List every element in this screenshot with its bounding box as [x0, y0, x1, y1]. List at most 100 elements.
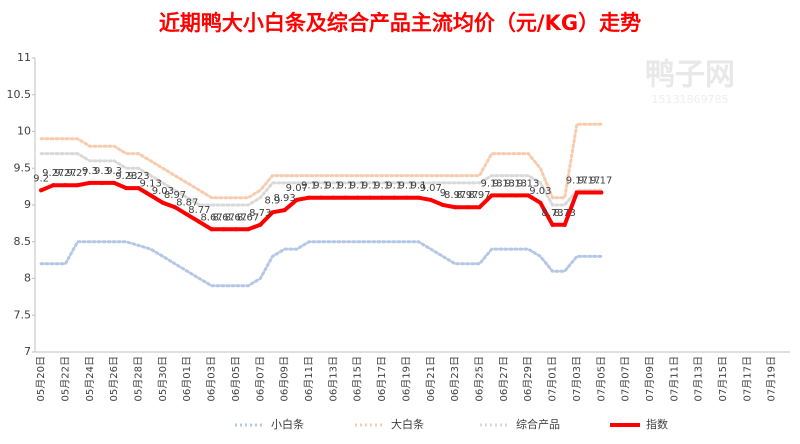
data-label: 8.73	[554, 208, 576, 219]
x-tick-label: 06月19日	[400, 356, 412, 401]
x-tick-label: 06月25日	[473, 356, 485, 401]
point-marker	[355, 195, 360, 200]
point-marker	[75, 183, 80, 188]
data-label: 9.23	[127, 171, 149, 182]
data-label: 8.87	[176, 198, 198, 209]
x-tick-label: 06月09日	[279, 356, 291, 401]
legend-label: 综合产品	[516, 417, 560, 431]
data-label: 9.3	[94, 166, 110, 177]
point-marker	[258, 222, 263, 227]
data-label: 9.13	[493, 178, 515, 189]
x-tick-label: 06月05日	[230, 356, 242, 401]
y-tick-label: 9	[24, 198, 31, 211]
x-tick-label: 05月26日	[108, 356, 120, 401]
point-marker	[514, 193, 519, 198]
point-marker	[538, 200, 543, 205]
y-tick-label: 9.5	[14, 161, 32, 174]
point-marker	[465, 205, 470, 210]
data-label: 9.13	[481, 178, 503, 189]
y-tick-label: 11	[17, 51, 31, 64]
point-marker	[136, 186, 141, 191]
x-tick-label: 06月21日	[425, 356, 437, 401]
data-label: 9.07	[286, 183, 308, 194]
data-label: 9.1	[301, 181, 317, 192]
x-tick-label: 05月24日	[84, 356, 96, 401]
series-line	[39, 152, 603, 207]
data-label: 9.1	[411, 181, 427, 192]
data-label: 9.03	[152, 186, 174, 197]
x-tick-label: 07月17日	[741, 356, 753, 401]
point-marker	[428, 197, 433, 202]
point-marker	[489, 193, 494, 198]
point-marker	[99, 180, 104, 185]
data-label: 8.97	[468, 190, 490, 201]
point-marker	[209, 227, 214, 232]
x-tick-label: 07月15日	[717, 356, 729, 401]
point-marker	[319, 195, 324, 200]
data-label: 9.13	[140, 178, 162, 189]
legend-label: 小白条	[271, 417, 304, 431]
point-marker	[416, 195, 421, 200]
y-tick-label: 8.5	[14, 235, 32, 248]
data-label: 9.13	[517, 178, 539, 189]
point-marker	[173, 205, 178, 210]
data-label: 9.3	[82, 166, 98, 177]
point-marker	[160, 200, 165, 205]
x-tick-label: 06月23日	[449, 356, 461, 401]
data-label: 8.93	[274, 193, 296, 204]
point-marker	[87, 180, 92, 185]
point-marker	[574, 190, 579, 195]
point-marker	[367, 195, 372, 200]
y-tick-label: 10.5	[7, 88, 32, 101]
data-label: 9	[440, 188, 446, 199]
point-marker	[599, 190, 604, 195]
point-marker	[477, 205, 482, 210]
data-label: 8.73	[541, 208, 563, 219]
point-marker	[392, 195, 397, 200]
point-marker	[112, 180, 117, 185]
series-line	[39, 122, 603, 200]
data-label: 9.1	[313, 181, 329, 192]
x-tick-label: 07月09日	[644, 356, 656, 401]
point-marker	[404, 195, 409, 200]
point-marker	[148, 193, 153, 198]
data-label: 9.1	[350, 181, 366, 192]
point-marker	[185, 212, 190, 217]
data-label: 8.97	[444, 190, 466, 201]
x-tick-label: 06月07日	[254, 356, 266, 401]
x-tick-label: 07月11日	[668, 356, 680, 401]
data-label: 9.3	[106, 166, 122, 177]
point-marker	[294, 197, 299, 202]
x-tick-label: 06月01日	[181, 356, 193, 401]
data-label: 9.17	[590, 176, 612, 187]
point-marker	[63, 183, 68, 188]
point-marker	[51, 183, 56, 188]
chart-title: 近期鸭大小白条及综合产品主流均价（元/KG）走势	[159, 11, 641, 35]
data-label: 9.07	[420, 183, 442, 194]
point-marker	[380, 195, 385, 200]
watermark: 鸭子网	[645, 58, 735, 93]
point-marker	[526, 193, 531, 198]
data-label: 8.97	[456, 190, 478, 201]
point-marker	[587, 190, 592, 195]
data-label: 9.1	[386, 181, 402, 192]
x-tick-label: 05月28日	[133, 356, 145, 401]
y-tick-label: 10	[17, 125, 31, 138]
data-label: 8.77	[188, 205, 210, 216]
data-label: 9.1	[398, 181, 414, 192]
legend-label: 大白条	[391, 417, 424, 431]
point-marker	[282, 208, 287, 213]
x-tick-label: 06月11日	[303, 356, 315, 401]
point-marker	[501, 193, 506, 198]
x-tick-label: 07月13日	[693, 356, 705, 401]
data-label: 9.03	[529, 186, 551, 197]
data-label: 8.67	[213, 212, 235, 223]
point-marker	[246, 227, 251, 232]
y-tick-label: 8	[24, 272, 31, 285]
x-tick-label: 05月30日	[157, 356, 169, 401]
x-tick-label: 06月15日	[352, 356, 364, 401]
data-label: 9.27	[42, 168, 64, 179]
x-tick-label: 06月27日	[498, 356, 510, 401]
point-marker	[39, 188, 44, 193]
